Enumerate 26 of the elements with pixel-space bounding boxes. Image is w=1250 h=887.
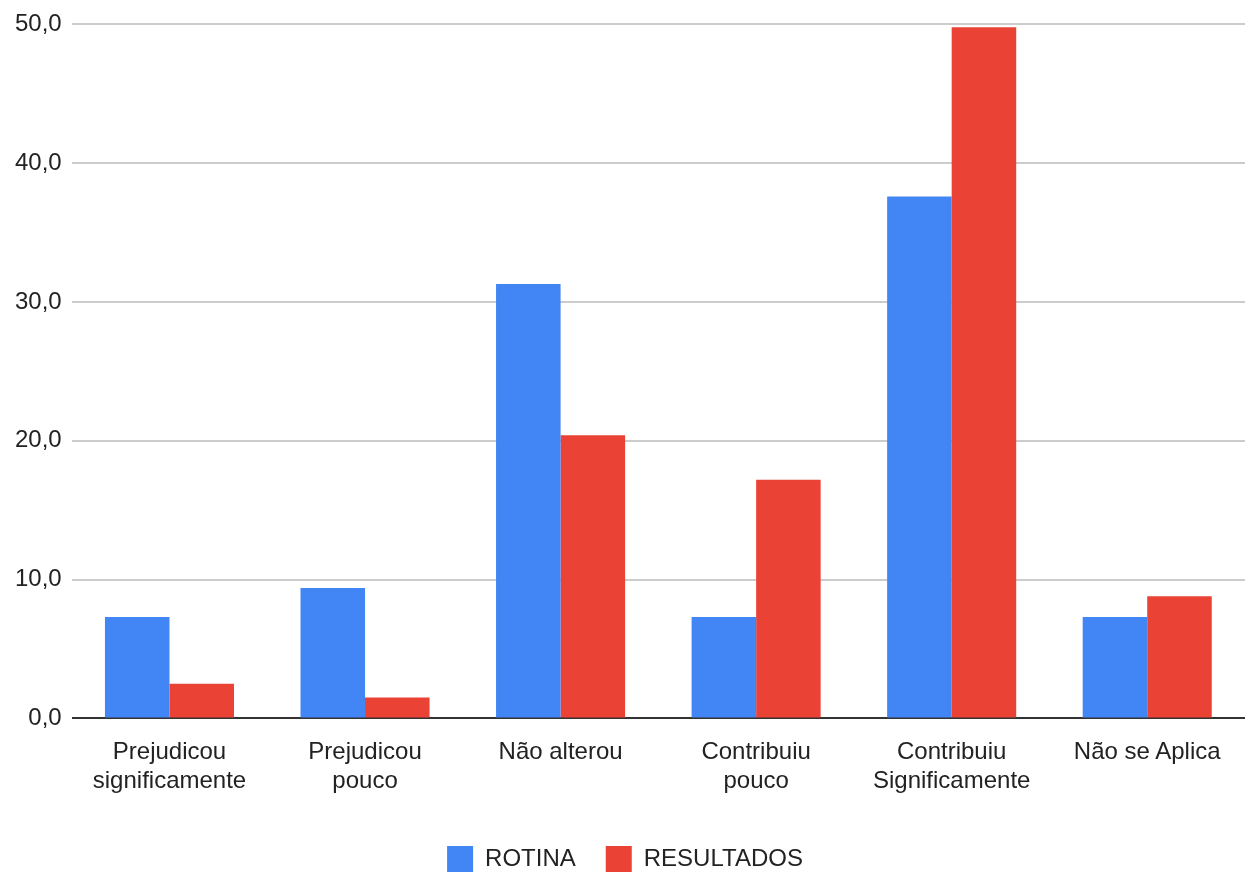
bar [887, 196, 952, 718]
y-tick-label: 20,0 [14, 425, 62, 453]
bar [560, 435, 626, 718]
bar [300, 587, 366, 718]
y-tick-label: 0,0 [28, 703, 62, 731]
bar [496, 283, 561, 718]
x-tick-label: Contribuiu Significamente [872, 737, 1031, 794]
bar [756, 479, 821, 718]
legend-label: ROTINA [485, 843, 576, 871]
bar [104, 617, 170, 718]
x-tick-label: Não alterou [498, 737, 623, 765]
y-tick-label: 10,0 [14, 564, 62, 592]
bar [951, 27, 1017, 718]
bar [1082, 617, 1148, 718]
x-tick-label: Não se Aplica [1073, 737, 1222, 765]
bar [169, 683, 235, 718]
bar [365, 697, 430, 718]
legend-label: RESULTADOS [643, 843, 803, 871]
bar [691, 617, 757, 718]
x-tick-label: Contribuiu pouco [701, 737, 811, 794]
y-tick-label: 40,0 [14, 147, 62, 175]
y-tick-label: 30,0 [14, 286, 62, 314]
y-tick-label: 50,0 [14, 9, 62, 37]
x-tick-label: Prejudicou significamente [92, 737, 247, 794]
x-tick-label: Prejudicou pouco [308, 737, 422, 794]
bar [1147, 596, 1212, 718]
